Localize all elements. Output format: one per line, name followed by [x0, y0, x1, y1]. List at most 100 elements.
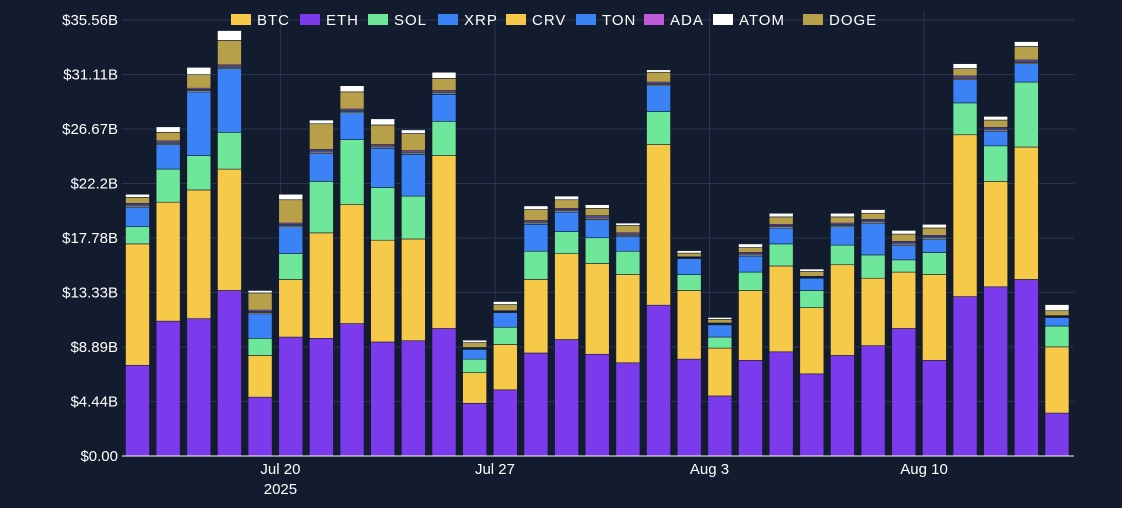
bar-segment-xrp[interactable] [922, 238, 947, 253]
legend-label-doge[interactable]: DOGE [829, 12, 877, 29]
bar-segment-atom[interactable] [247, 290, 273, 294]
bar-segment-eth[interactable] [830, 355, 855, 457]
bar-segment-doge[interactable] [370, 124, 396, 145]
bar-segment-sol[interactable] [492, 326, 518, 345]
legend-swatch-eth[interactable] [300, 14, 320, 25]
bar-segment-atom[interactable] [462, 339, 487, 343]
bar-segment-eth[interactable] [1044, 412, 1070, 457]
bar-segment-atom[interactable] [952, 63, 978, 69]
bar-segment-btc[interactable] [1014, 146, 1039, 280]
bar-segment-sol[interactable] [707, 336, 733, 349]
legend-label-ada[interactable]: ADA [670, 12, 704, 29]
bar-segment-xrp[interactable] [860, 222, 886, 256]
bar-segment-sol[interactable] [523, 250, 549, 280]
bar-segment-atom[interactable] [922, 223, 947, 229]
bar-segment-sol[interactable] [799, 290, 825, 308]
bar-segment-btc[interactable] [615, 274, 641, 364]
legend-label-btc[interactable]: BTC [257, 12, 290, 29]
bar-segment-atom[interactable] [554, 195, 579, 201]
bar-segment-xrp[interactable] [676, 258, 702, 275]
bar-segment-atom[interactable] [830, 212, 855, 218]
bar-segment-sol[interactable] [615, 250, 641, 275]
bar-segment-doge[interactable] [186, 74, 212, 89]
bar-segment-xrp[interactable] [615, 236, 641, 252]
bar-segment-xrp[interactable] [646, 85, 671, 112]
bar-segment-doge[interactable] [554, 199, 579, 209]
bar-segment-doge[interactable] [247, 292, 273, 311]
legend-label-ton[interactable]: TON [602, 12, 636, 29]
legend-swatch-ton[interactable] [576, 14, 596, 25]
bar-segment-xrp[interactable] [125, 206, 150, 228]
bar-segment-sol[interactable] [370, 187, 396, 241]
bar-segment-sol[interactable] [860, 254, 886, 279]
bar-segment-xrp[interactable] [431, 94, 457, 122]
bar-segment-xrp[interactable] [278, 226, 304, 254]
bar-segment-sol[interactable] [186, 155, 212, 191]
bar-segment-atom[interactable] [431, 71, 457, 79]
bar-segment-atom[interactable] [891, 230, 917, 235]
bar-segment-sol[interactable] [952, 102, 978, 136]
bar-segment-atom[interactable] [860, 209, 886, 214]
bar-segment-sol[interactable] [462, 358, 487, 373]
bar-segment-doge[interactable] [125, 196, 150, 204]
bar-segment-doge[interactable] [830, 216, 855, 224]
bar-segment-eth[interactable] [554, 339, 579, 457]
bar-segment-sol[interactable] [247, 337, 273, 356]
legend-swatch-atom[interactable] [713, 14, 733, 25]
bar-segment-eth[interactable] [247, 396, 273, 457]
bar-segment-btc[interactable] [523, 279, 549, 354]
bar-segment-sol[interactable] [554, 231, 579, 254]
bar-segment-doge[interactable] [462, 342, 487, 348]
bar-segment-eth[interactable] [922, 360, 947, 457]
bar-segment-btc[interactable] [370, 239, 396, 343]
bar-segment-atom[interactable] [983, 116, 1009, 121]
bar-segment-btc[interactable] [891, 271, 917, 329]
bar-segment-sol[interactable] [401, 195, 426, 240]
bar-segment-xrp[interactable] [830, 226, 855, 246]
bar-segment-xrp[interactable] [462, 349, 487, 360]
bar-segment-atom[interactable] [646, 69, 671, 73]
bar-segment-btc[interactable] [339, 204, 365, 324]
bar-segment-atom[interactable] [278, 193, 304, 201]
bar-segment-sol[interactable] [1014, 81, 1039, 148]
bar-segment-eth[interactable] [462, 402, 487, 457]
bar-segment-atom[interactable] [186, 67, 212, 75]
legend-label-xrp[interactable]: XRP [464, 12, 498, 29]
legend-swatch-crv[interactable] [506, 14, 526, 25]
bar-segment-eth[interactable] [155, 320, 181, 457]
bar-segment-doge[interactable] [584, 208, 610, 216]
bar-segment-sol[interactable] [983, 145, 1009, 182]
bar-segment-eth[interactable] [370, 341, 396, 457]
bar-segment-btc[interactable] [584, 263, 610, 355]
bar-segment-xrp[interactable] [492, 312, 518, 328]
legend-label-crv[interactable]: CRV [532, 12, 566, 29]
bar-segment-sol[interactable] [278, 253, 304, 280]
bar-segment-btc[interactable] [922, 274, 947, 361]
bar-segment-doge[interactable] [891, 233, 917, 242]
bar-segment-btc[interactable] [278, 279, 304, 338]
bar-segment-btc[interactable] [155, 201, 181, 322]
bar-segment-eth[interactable] [799, 373, 825, 457]
bar-segment-sol[interactable] [125, 226, 150, 245]
bar-segment-btc[interactable] [1044, 346, 1070, 414]
bar-segment-doge[interactable] [217, 40, 242, 66]
bar-segment-atom[interactable] [768, 212, 794, 218]
bar-segment-btc[interactable] [830, 264, 855, 356]
bar-segment-xrp[interactable] [217, 68, 242, 133]
legend-swatch-btc[interactable] [231, 14, 251, 25]
legend-label-sol[interactable]: SOL [394, 12, 427, 29]
bar-segment-atom[interactable] [309, 119, 334, 125]
bar-segment-eth[interactable] [186, 318, 212, 457]
bar-segment-xrp[interactable] [707, 324, 733, 338]
bar-segment-atom[interactable] [339, 85, 365, 93]
bar-segment-xrp[interactable] [155, 144, 181, 170]
bar-segment-doge[interactable] [983, 119, 1009, 128]
bar-segment-xrp[interactable] [370, 147, 396, 188]
bar-segment-doge[interactable] [860, 212, 886, 220]
bar-segment-doge[interactable] [922, 227, 947, 236]
bar-segment-sol[interactable] [217, 132, 242, 170]
bar-segment-btc[interactable] [401, 238, 426, 342]
bar-segment-sol[interactable] [646, 111, 671, 145]
bar-segment-atom[interactable] [799, 268, 825, 272]
bar-segment-doge[interactable] [646, 71, 671, 83]
